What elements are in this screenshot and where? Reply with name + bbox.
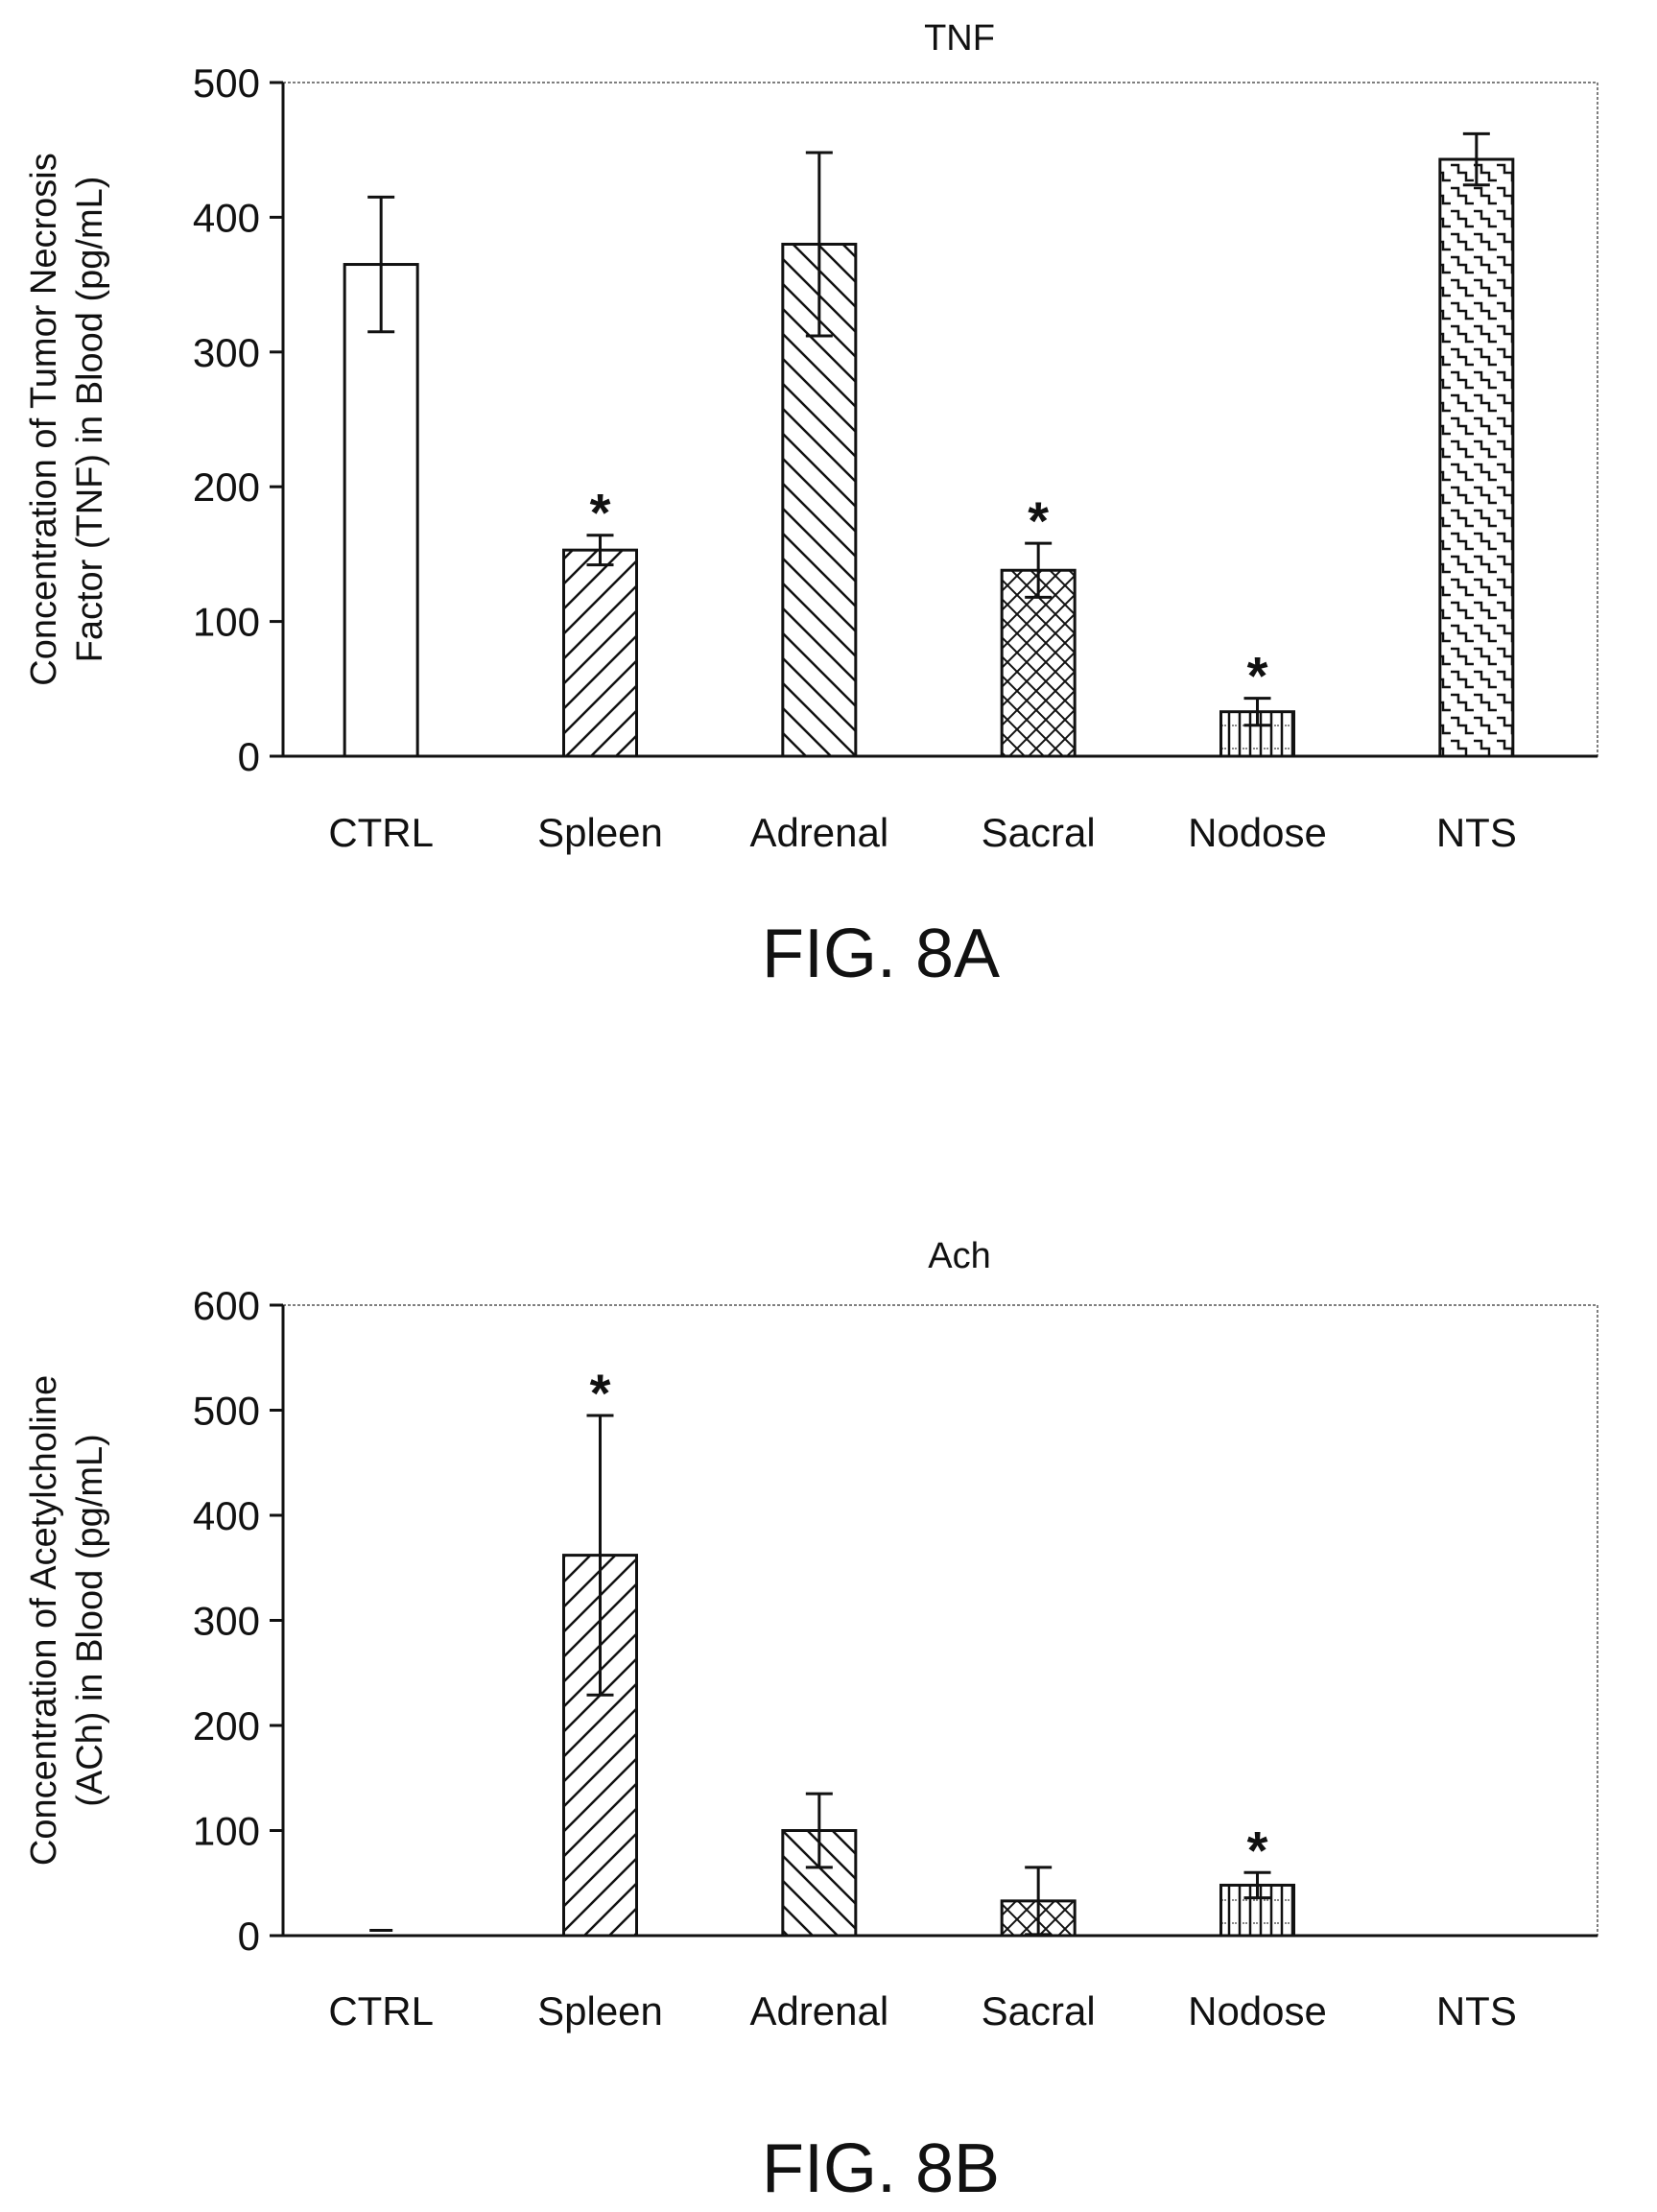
chart-title: TNF (924, 18, 995, 59)
plot-frame (282, 82, 1598, 757)
y-axis-label-line: Concentration of Acetylcholine (24, 1375, 64, 1866)
y-tick-label: 0 (238, 1914, 260, 1959)
x-tick-label: Spleen (537, 810, 663, 855)
chart-ach: 0 100 200 300 400 500 600 Concentration of Acet… (24, 1236, 1598, 2034)
x-tick-label: NTS (1436, 1988, 1517, 2034)
x-tick-label: Nodose (1188, 810, 1327, 855)
bar-ctrl (343, 263, 419, 758)
y-tick-label: 300 (193, 1599, 260, 1644)
bar-nts (1438, 157, 1515, 758)
significance-marker: * (1247, 1820, 1268, 1880)
x-tick-label: Spleen (537, 1988, 663, 2034)
y-tick-label: 200 (193, 464, 260, 510)
y-axis-label: Concentration of Acetylcholine (ACh) in B… (24, 1375, 110, 1866)
x-tick-label: NTS (1436, 810, 1517, 855)
x-tick-label: Nodose (1188, 1988, 1327, 2034)
y-axis-label-line: (ACh) in Blood (pg/mL) (70, 1434, 110, 1807)
y-tick-label: 400 (193, 195, 260, 240)
significance-marker: * (590, 483, 611, 543)
y-tick-label: 200 (193, 1703, 260, 1748)
y-axis-label-line: Concentration of Tumor Necrosis (24, 153, 64, 685)
y-tick-label: 500 (193, 60, 260, 106)
figure-caption-8b: FIG. 8B (762, 2130, 1000, 2207)
y-tick-label: 100 (193, 1809, 260, 1854)
y-tick-label: 300 (193, 330, 260, 375)
y-tick-label: 400 (193, 1493, 260, 1538)
figure-caption-8a: FIG. 8A (762, 916, 1000, 992)
chart-title: Ach (928, 1236, 990, 1276)
x-tick-label: CTRL (328, 1988, 434, 2034)
x-tick-label: Adrenal (749, 1988, 888, 2034)
y-tick-label: 600 (193, 1283, 260, 1328)
y-tick-label: 100 (193, 600, 260, 645)
x-tick-label: Sacral (982, 810, 1096, 855)
significance-marker: * (1028, 490, 1049, 551)
chart-tnf: 0 100 200 300 400 500 Concentration of Tumor N… (24, 18, 1598, 855)
x-tick-label: Adrenal (749, 810, 888, 855)
plot-frame (282, 1304, 1598, 1937)
y-tick-label: 500 (193, 1389, 260, 1434)
x-tick-label: CTRL (328, 810, 434, 855)
significance-marker: * (590, 1363, 611, 1423)
y-axis-label-line: Factor (TNF) in Blood (pg/mL) (70, 177, 110, 663)
bar-spleen (562, 1554, 638, 1938)
x-tick-label: Sacral (982, 1988, 1096, 2034)
bar-adrenal (781, 242, 858, 758)
bar-spleen (562, 548, 638, 758)
significance-marker: * (1247, 646, 1268, 706)
y-tick-label: 0 (238, 734, 260, 779)
y-axis-label: Concentration of Tumor Necrosis Factor (T… (24, 153, 110, 685)
bar-sacral (1000, 568, 1077, 758)
